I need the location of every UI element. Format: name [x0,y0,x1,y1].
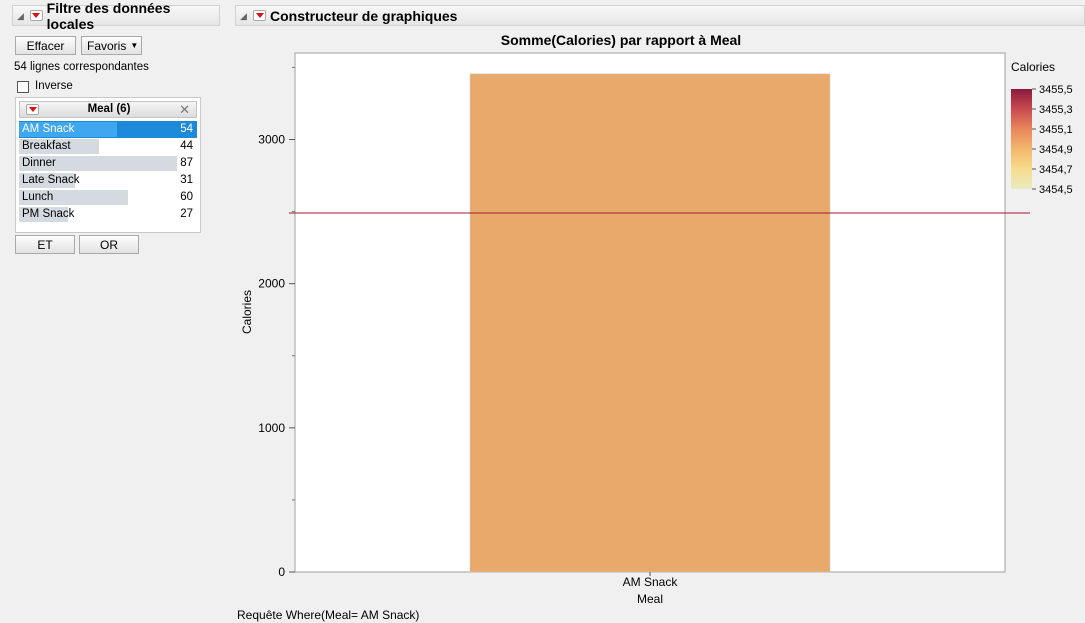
favorites-label: Favoris [87,38,127,53]
red-triangle-menu-icon[interactable] [29,10,43,21]
legend-tick-label: 3455,1 [1039,124,1073,136]
y-tick-label: 1000 [258,421,285,435]
local-filter-header: ◢ Filtre des données locales [12,0,220,32]
y-tick-label: 2000 [258,277,285,291]
filter-list-item[interactable]: Lunch 60 [19,189,197,206]
graph-builder-title: Constructeur de graphiques [270,7,458,24]
inverse-label: Inverse [35,80,73,92]
close-icon[interactable]: ✕ [179,102,190,117]
filter-list-item[interactable]: Late Snack 31 [19,172,197,189]
filter-item-label: Lunch [22,191,54,203]
y-tick-label: 3000 [258,133,285,147]
legend-tick-label: 3454,7 [1039,164,1073,176]
meal-filter-header: Meal (6) ✕ [19,101,197,118]
filter-item-count: 27 [180,208,193,220]
filter-item-count: 31 [180,174,193,186]
bar [469,73,831,573]
legend-tick-label: 3454,9 [1039,144,1073,156]
count-bar [19,190,129,205]
red-triangle-menu-icon[interactable] [253,10,266,21]
filter-item-count: 54 [180,123,193,135]
local-filter-title: Filtre des données locales [46,0,171,32]
filter-list-item[interactable]: PM Snack 27 [19,206,197,223]
where-clause-text: Requête Where(Meal= AM Snack) [237,608,420,622]
filter-menu-icon[interactable] [26,104,39,115]
disclosure-icon[interactable]: ◢ [17,10,24,21]
x-tick-label: AM Snack [623,575,679,589]
legend-title: Calories [1011,60,1055,74]
matching-rows-text: 54 lignes correspondantes [14,61,149,73]
favorites-dropdown[interactable]: Favoris ▼ [81,36,142,55]
filter-item-label: PM Snack [22,208,75,220]
filter-list-item[interactable]: Breakfast 44 [19,138,197,155]
inverse-checkbox[interactable] [17,81,29,93]
color-scale-bar [1011,89,1032,189]
meal-filter-title: Meal (6) [87,103,131,115]
y-tick-label: 0 [278,565,285,579]
filter-list-item[interactable]: Dinner 87 [19,155,197,172]
legend-tick-label: 3455,3 [1039,104,1073,116]
count-bar [19,207,68,222]
disclosure-icon[interactable]: ◢ [240,10,247,21]
legend-tick-label: 3455,5 [1039,84,1073,96]
meal-filter-box: Meal (6) ✕ AM Snack 54 Breakfast 44 Dinner 87… [15,97,201,233]
filter-item-count: 44 [180,140,193,152]
filter-item-label: Breakfast [22,140,71,152]
filter-list-item[interactable]: AM Snack 54 [19,121,197,138]
filter-item-count: 60 [180,191,193,203]
filter-item-count: 87 [180,157,193,169]
y-axis-label: Calories [240,290,254,334]
clear-button[interactable]: Effacer [15,36,76,55]
count-bar [19,156,177,171]
x-axis-label: Meal [637,592,663,606]
count-bar [19,122,117,137]
legend-tick-label: 3454,5 [1039,184,1073,196]
or-button[interactable]: OR [79,235,139,254]
filter-item-label: Dinner [22,157,56,169]
chart-title: Somme(Calories) par rapport à Meal [501,32,741,48]
count-bar [19,173,76,188]
filter-item-label: Late Snack [22,174,80,186]
graph-builder-header: ◢ Constructeur de graphiques [235,5,1085,26]
chevron-down-icon: ▼ [130,41,139,50]
filter-item-label: AM Snack [22,123,75,135]
count-bar [19,139,99,154]
and-button[interactable]: ET [15,235,75,254]
